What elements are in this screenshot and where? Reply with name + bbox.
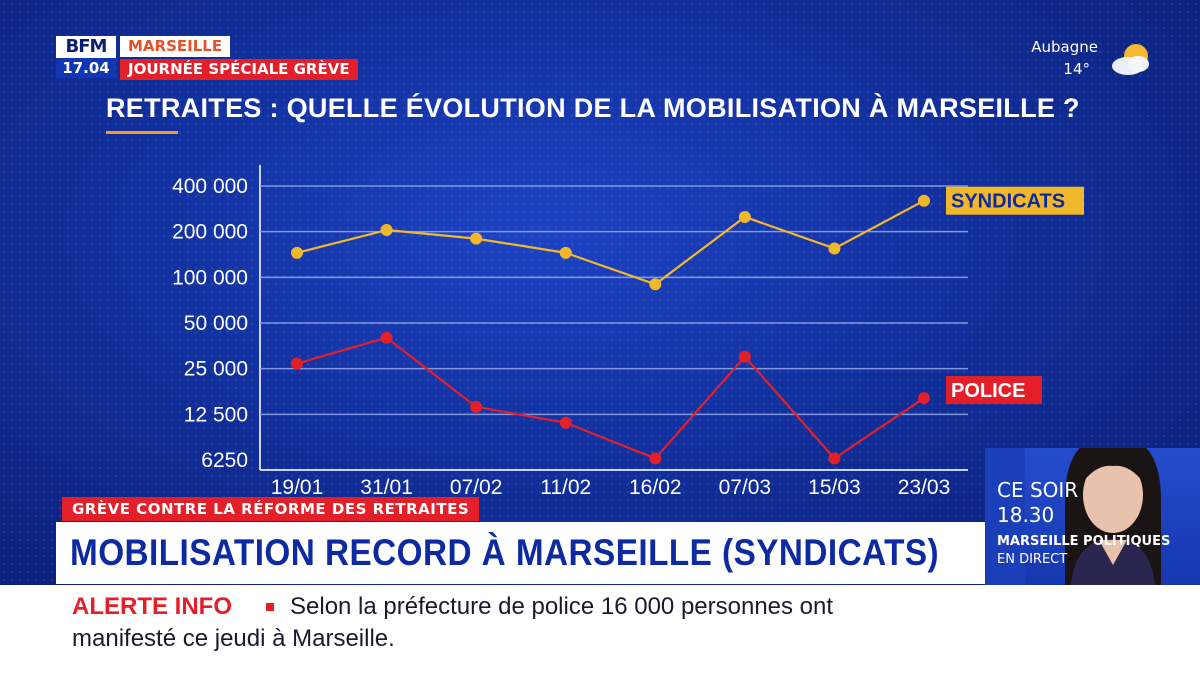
data-point [738,350,751,363]
chart-series [291,194,930,465]
x-axis-ticks: 19/01 31/01 07/02 11/02 16/02 07/03 15/03 23/03 [271,476,951,499]
promo-line-3: MARSEILLE POLITIQUES [997,534,1171,549]
promo-line-1: CE SOIR [997,478,1079,502]
promo-line-2: 18.30 [997,503,1055,527]
data-point [470,232,483,245]
alert-bullet [266,603,274,611]
data-point [291,357,303,370]
weather-place: Aubagne [1031,38,1098,56]
logo-text: BFM [56,36,116,58]
series-label-box [946,186,1084,215]
x-tick-label: 15/03 [808,476,861,499]
clock: 17.04 [56,58,116,78]
y-tick-label: 25 000 [184,358,248,381]
series-line [296,336,925,460]
y-tick-label: 50 000 [184,312,248,335]
x-tick-label: 07/02 [450,476,503,499]
chart-grid [259,165,968,471]
series-label: SYNDICATS [951,191,1065,213]
data-point [559,246,572,259]
x-tick-label: 16/02 [629,476,682,499]
data-point [380,331,393,344]
data-point [380,224,393,237]
data-point [828,452,841,465]
weather-widget: Aubagne 14° [1010,36,1180,86]
y-axis-ticks: 6250 12 500 25 000 50 000 100 000 200 000 400 … [172,175,248,472]
y-tick-label: 6250 [201,449,248,472]
headline-text: MOBILISATION RECORD À MARSEILLE (SYNDICA… [70,532,940,573]
data-point [828,242,841,255]
y-tick-label: 200 000 [172,221,248,244]
special-tag: JOURNÉE SPÉCIALE GRÈVE [120,59,358,80]
mobilisation-chart: 6250 12 500 25 000 50 000 100 000 200 000 400 … [172,165,1084,499]
data-point [738,210,751,223]
x-tick-label: 11/02 [540,476,591,499]
data-point [559,416,572,429]
show-promo: CE SOIR 18.30 MARSEILLE POLITIQUES EN DI… [985,448,1200,585]
series-label: POLICE [951,380,1025,402]
title-underline [106,131,178,134]
channel-logo: BFM 17.04 [56,36,116,78]
x-tick-label: 07/03 [719,476,772,499]
data-point [649,452,662,465]
x-tick-label: 19/01 [271,476,324,499]
chart-title: RETRAITES : QUELLE ÉVOLUTION DE LA MOBIL… [106,93,1080,123]
series-line [296,199,925,286]
alert-label: ALERTE INFO [72,593,232,620]
data-point [918,392,930,405]
topic-strap: GRÈVE CONTRE LA RÉFORME DES RETRAITES [62,497,480,521]
y-tick-label: 100 000 [172,266,248,289]
partly-cloudy-icon [1112,44,1149,75]
x-tick-label: 31/01 [360,476,413,499]
y-tick-label: 12 500 [184,403,248,426]
y-tick-label: 400 000 [172,175,248,198]
headline-strap: MOBILISATION RECORD À MARSEILLE (SYNDICA… [56,522,986,584]
news-ticker: ALERTE INFO Selon la préfecture de polic… [0,585,1200,675]
city-tag: MARSEILLE [120,36,231,57]
data-point [649,278,662,291]
weather-temperature: 14° [1063,60,1090,78]
promo-line-4: EN DIRECT [997,552,1068,567]
series-label-box [946,376,1042,405]
data-point [918,194,930,207]
presenter-portrait [1025,448,1200,585]
ticker-line-2: manifesté ce jeudi à Marseille. [72,625,395,652]
broadcast-background [0,0,1200,585]
x-tick-label: 23/03 [898,476,951,499]
data-point [470,400,483,413]
data-point [291,246,303,259]
series-labels: SYNDICATS POLICE [946,186,1084,405]
ticker-line-1: Selon la préfecture de police 16 000 per… [290,593,834,620]
